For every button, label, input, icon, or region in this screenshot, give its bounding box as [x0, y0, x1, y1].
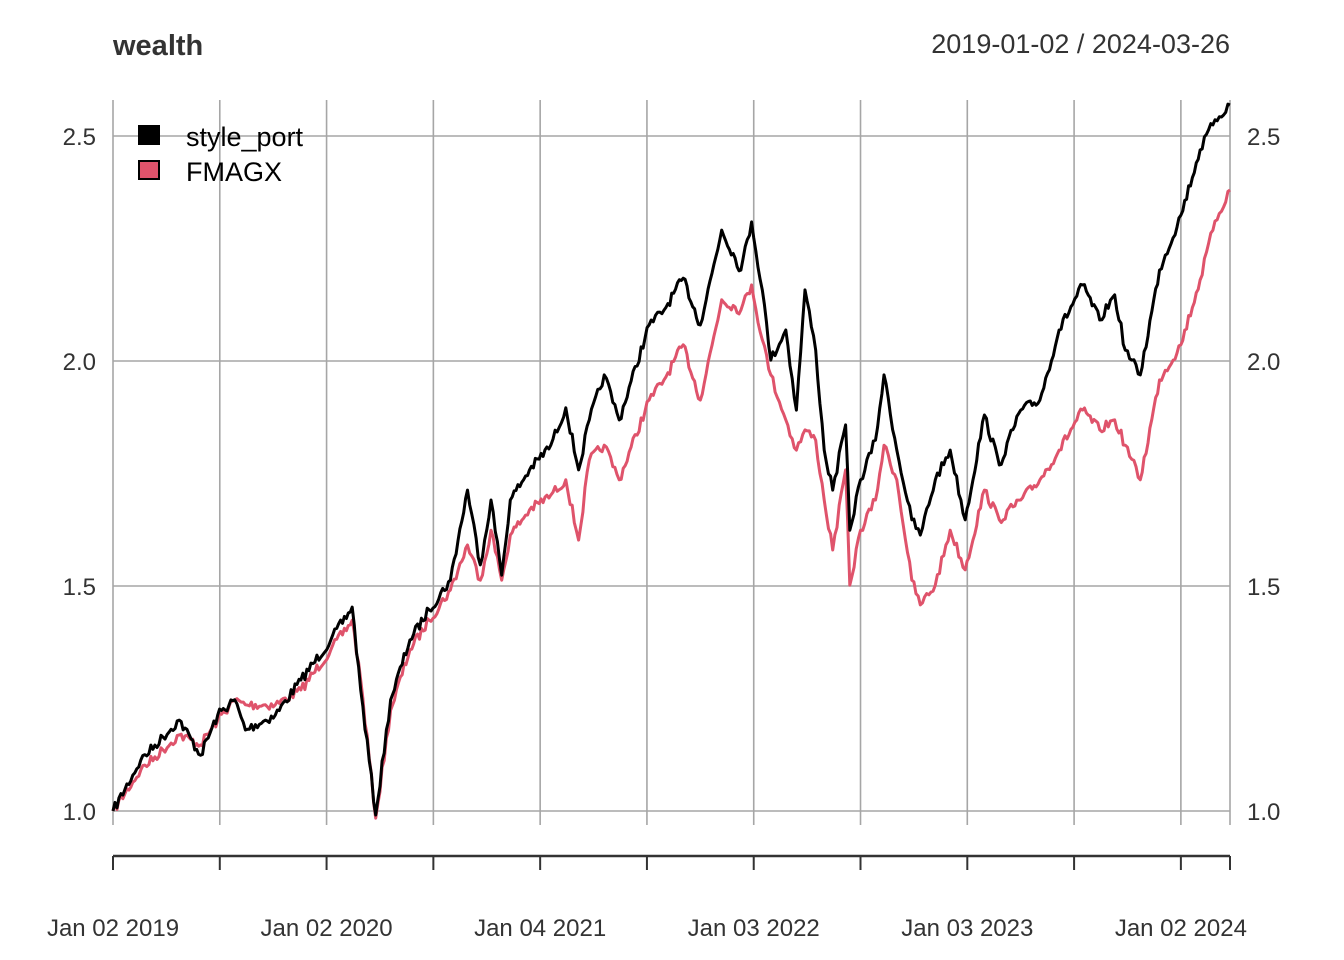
- y-tick-label-right: 2.5: [1247, 124, 1280, 151]
- grid: [112, 100, 1231, 825]
- date-range: 2019-01-02 / 2024-03-26: [931, 29, 1230, 59]
- chart-title: wealth: [112, 30, 203, 62]
- x-tick-label: Jan 04 2021: [474, 915, 606, 942]
- x-tick-label: Jan 02 2019: [47, 915, 179, 942]
- y-axis-right: 1.0 1.5 2.0 2.5: [1247, 124, 1280, 826]
- y-tick-label-left: 2.5: [63, 124, 96, 151]
- legend-swatch-style-port: [138, 125, 160, 145]
- y-tick-label-left: 2.0: [63, 349, 96, 376]
- legend-label-fmagx: FMAGX: [186, 157, 282, 187]
- y-tick-label-right: 1.0: [1247, 799, 1280, 826]
- y-tick-label-right: 1.5: [1247, 574, 1280, 601]
- legend-label-style-port: style_port: [186, 122, 304, 152]
- legend: style_port FMAGX: [138, 122, 304, 187]
- x-tick-label: Jan 02 2024: [1115, 915, 1247, 942]
- x-tick-label: Jan 03 2022: [688, 915, 820, 942]
- x-axis: Jan 02 2019 Jan 02 2020 Jan 04 2021 Jan 03 …: [47, 854, 1247, 942]
- series-lines: [111, 102, 1231, 820]
- y-tick-label-left: 1.0: [63, 799, 96, 826]
- series-line-fmagx: [111, 188, 1231, 820]
- series-line-style-port: [111, 102, 1231, 817]
- y-tick-label-left: 1.5: [63, 574, 96, 601]
- y-tick-label-right: 2.0: [1247, 349, 1280, 376]
- x-tick-label: Jan 02 2020: [261, 915, 393, 942]
- legend-swatch-fmagx: [138, 160, 160, 180]
- x-tick-label: Jan 03 2023: [901, 915, 1033, 942]
- y-axis-left: 1.0 1.5 2.0 2.5: [63, 124, 96, 826]
